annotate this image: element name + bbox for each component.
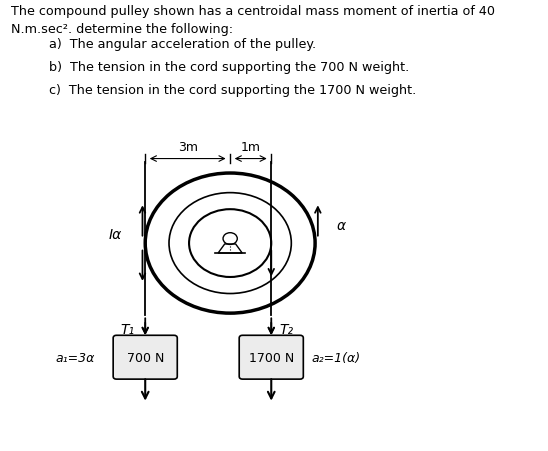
Text: 1700 N: 1700 N [249, 351, 294, 364]
Text: c)  The tension in the cord supporting the 1700 N weight.: c) The tension in the cord supporting th… [49, 83, 416, 97]
Text: a₁=3α: a₁=3α [55, 351, 94, 364]
Text: 3m: 3m [178, 141, 198, 154]
Text: a₂=1(α): a₂=1(α) [311, 351, 360, 364]
FancyBboxPatch shape [239, 336, 304, 379]
Text: 1m: 1m [241, 141, 261, 154]
Text: Iα: Iα [109, 228, 122, 241]
Text: T₂: T₂ [279, 322, 294, 336]
FancyBboxPatch shape [113, 336, 177, 379]
Text: 700 N: 700 N [127, 351, 164, 364]
Text: α: α [337, 219, 346, 232]
Text: a)  The angular acceleration of the pulley.: a) The angular acceleration of the pulle… [49, 38, 316, 51]
Text: b)  The tension in the cord supporting the 700 N weight.: b) The tension in the cord supporting th… [49, 61, 409, 74]
Text: T₁: T₁ [120, 322, 134, 336]
Text: The compound pulley shown has a centroidal mass moment of inertia of 40
N.m.sec²: The compound pulley shown has a centroid… [11, 5, 495, 36]
